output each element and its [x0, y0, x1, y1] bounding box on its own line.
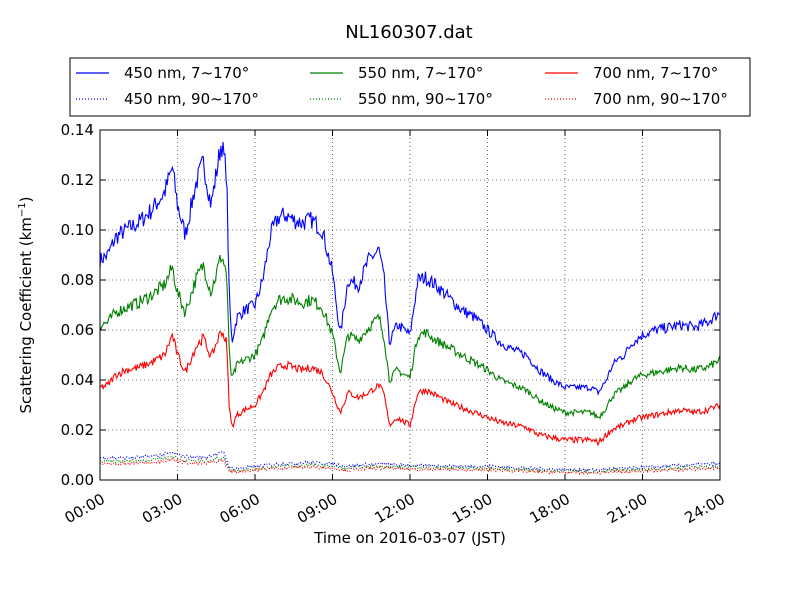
- chart-title: NL160307.dat: [345, 22, 472, 43]
- legend-box: [69, 57, 751, 117]
- legend-label: 450 nm, 90∼170°: [124, 90, 259, 108]
- y-tick-label: 0.10: [61, 221, 94, 239]
- legend-label: 700 nm, 7∼170°: [593, 64, 718, 82]
- legend: 450 nm, 7∼170° 550 nm, 7∼170° 700 nm, 7∼17…: [69, 57, 751, 117]
- y-tick-label: 0.02: [61, 421, 94, 439]
- y-axis-label: Scattering Coefficient (km−1): [17, 196, 35, 413]
- y-tick-label: 0.08: [61, 271, 94, 289]
- y-axis-label-superscript: −1: [17, 202, 28, 217]
- y-tick-label: 0.04: [61, 371, 94, 389]
- y-tick-label: 0.00: [61, 471, 94, 489]
- series-line: [99, 141, 721, 396]
- series-line: [99, 255, 721, 420]
- grid: [100, 130, 720, 480]
- y-tick-label: 0.12: [61, 171, 94, 189]
- x-axis-label: Time on 2016-03-07 (JST): [313, 529, 506, 547]
- legend-label: 450 nm, 7∼170°: [124, 64, 249, 82]
- plot-lines: [99, 141, 721, 476]
- series-line: [99, 330, 721, 447]
- y-axis-label-close: ): [17, 196, 35, 202]
- series-line: [99, 457, 721, 476]
- legend-label: 700 nm, 90∼170°: [593, 90, 728, 108]
- y-axis-label-main: Scattering Coefficient (km: [17, 217, 35, 413]
- legend-label: 550 nm, 7∼170°: [358, 64, 483, 82]
- y-tick-label: 0.14: [61, 121, 94, 139]
- y-tick-label: 0.06: [61, 321, 94, 339]
- series-line: [99, 451, 721, 473]
- legend-label: 550 nm, 90∼170°: [358, 90, 493, 108]
